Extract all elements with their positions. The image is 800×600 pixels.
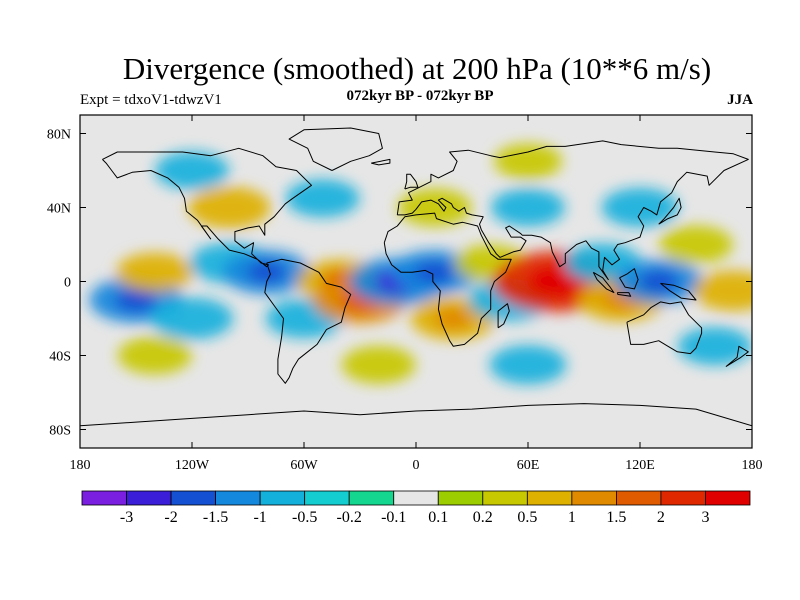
colorbar: -3 -2 -1.5 -1 -0.5 -0.2 -0.1 0.1 0.2 0.5 1 1.5 2 3 (81, 490, 751, 526)
coastline-10 (660, 282, 697, 301)
field-blob-27 (489, 345, 567, 385)
y-tick-label-4: 80S (49, 424, 71, 439)
field-layer (89, 143, 752, 385)
period-label: 072kyr BP - 072kyr BP (346, 88, 494, 104)
colorbar-swatch-8 (437, 490, 484, 506)
colorbar-label-3: -1 (253, 509, 266, 526)
coastline-2 (288, 127, 383, 171)
x-tick-label-1: 120W (175, 458, 210, 473)
colorbar-swatch-9 (482, 490, 528, 506)
x-tick-label-0: 180 (70, 458, 91, 473)
chart-title: Divergence (smoothed) at 200 hPa (10**6 … (122, 51, 712, 86)
coastline-8 (617, 292, 632, 297)
colorbar-swatch-3 (215, 490, 261, 506)
colorbar-swatch-12 (616, 490, 662, 506)
colorbar-swatch-7 (393, 490, 439, 506)
field-blob-25 (493, 143, 563, 180)
coastline-15 (80, 403, 752, 427)
coastline-14 (725, 345, 749, 368)
coastline-7 (592, 271, 615, 294)
coastline-5 (626, 301, 703, 355)
field-blob-29 (117, 336, 192, 375)
colorbar-label-13: 3 (701, 509, 709, 526)
colorbar-swatch-1 (126, 490, 172, 506)
axes: 180 120W 60W 0 60E 120E 180 80N 40N 0 40S 80S (47, 115, 763, 473)
y-tick-label-0: 80N (47, 128, 71, 143)
colorbar-label-7: 0.1 (428, 509, 448, 526)
y-tick-label-2: 0 (64, 276, 71, 291)
coastline-11 (658, 197, 682, 225)
colorbar-swatch-14 (705, 490, 751, 506)
field-core-16 (638, 270, 679, 293)
x-tick-label-3: 0 (413, 458, 420, 473)
colorbar-swatch-11 (571, 490, 617, 506)
season-label: JJA (727, 92, 753, 108)
x-tick-label-5: 120E (625, 458, 655, 473)
coastline-9 (619, 268, 639, 290)
coastline-12 (404, 173, 419, 190)
field-blob-19 (188, 186, 271, 229)
x-tick-label-6: 180 (742, 458, 763, 473)
colorbar-swatch-4 (259, 490, 306, 506)
field-blob-21 (397, 188, 472, 227)
colorbar-swatch-13 (660, 490, 706, 506)
colorbar-label-2: -1.5 (203, 509, 228, 526)
colorbar-swatch-5 (304, 490, 350, 506)
field-core-13 (527, 266, 585, 297)
field-blob-22 (491, 188, 565, 227)
colorbar-label-1: -2 (164, 509, 177, 526)
field-blob-20 (285, 179, 360, 218)
y-tick-label-1: 40N (47, 202, 71, 217)
colorbar-label-11: 1.5 (606, 509, 626, 526)
coastline-4 (383, 212, 512, 347)
field-blob-28 (677, 327, 752, 366)
field-blob-2 (150, 297, 234, 340)
coastline-3 (396, 140, 749, 281)
field-core-4 (246, 261, 287, 284)
coastline-layer (80, 127, 752, 427)
colorbar-label-5: -0.2 (337, 509, 362, 526)
coastline-0 (102, 147, 312, 268)
colorbar-label-4: -0.5 (292, 509, 317, 526)
colorbar-label-6: -0.1 (381, 509, 406, 526)
colorbar-label-10: 1 (568, 509, 576, 526)
coastline-1 (264, 258, 352, 384)
y-tick-label-3: 40S (49, 350, 71, 365)
field-blob-26 (341, 345, 416, 384)
field-blob-24 (155, 151, 229, 190)
x-tick-label-2: 60W (290, 458, 318, 473)
coastline-13 (371, 158, 391, 166)
colorbar-swatch-10 (526, 490, 573, 506)
colorbar-label-12: 2 (657, 509, 665, 526)
colorbar-label-9: 0.5 (517, 509, 537, 526)
field-core-10 (434, 307, 473, 330)
field-blob-17 (659, 225, 733, 264)
field-blob-18 (693, 270, 752, 311)
field-core-9 (414, 261, 455, 284)
colorbar-label-8: 0.2 (473, 509, 493, 526)
colorbar-label-0: -3 (120, 509, 133, 526)
experiment-label: Expt = tdxoV1-tdwzV1 (80, 92, 222, 108)
field-core-0 (114, 288, 158, 312)
field-blob-23 (601, 187, 679, 228)
x-tick-label-4: 60E (517, 458, 540, 473)
colorbar-swatch-0 (81, 490, 127, 506)
colorbar-swatch-2 (170, 490, 216, 506)
colorbar-swatch-6 (348, 490, 395, 506)
field-blob-1 (116, 252, 194, 292)
coastline-6 (497, 303, 510, 329)
